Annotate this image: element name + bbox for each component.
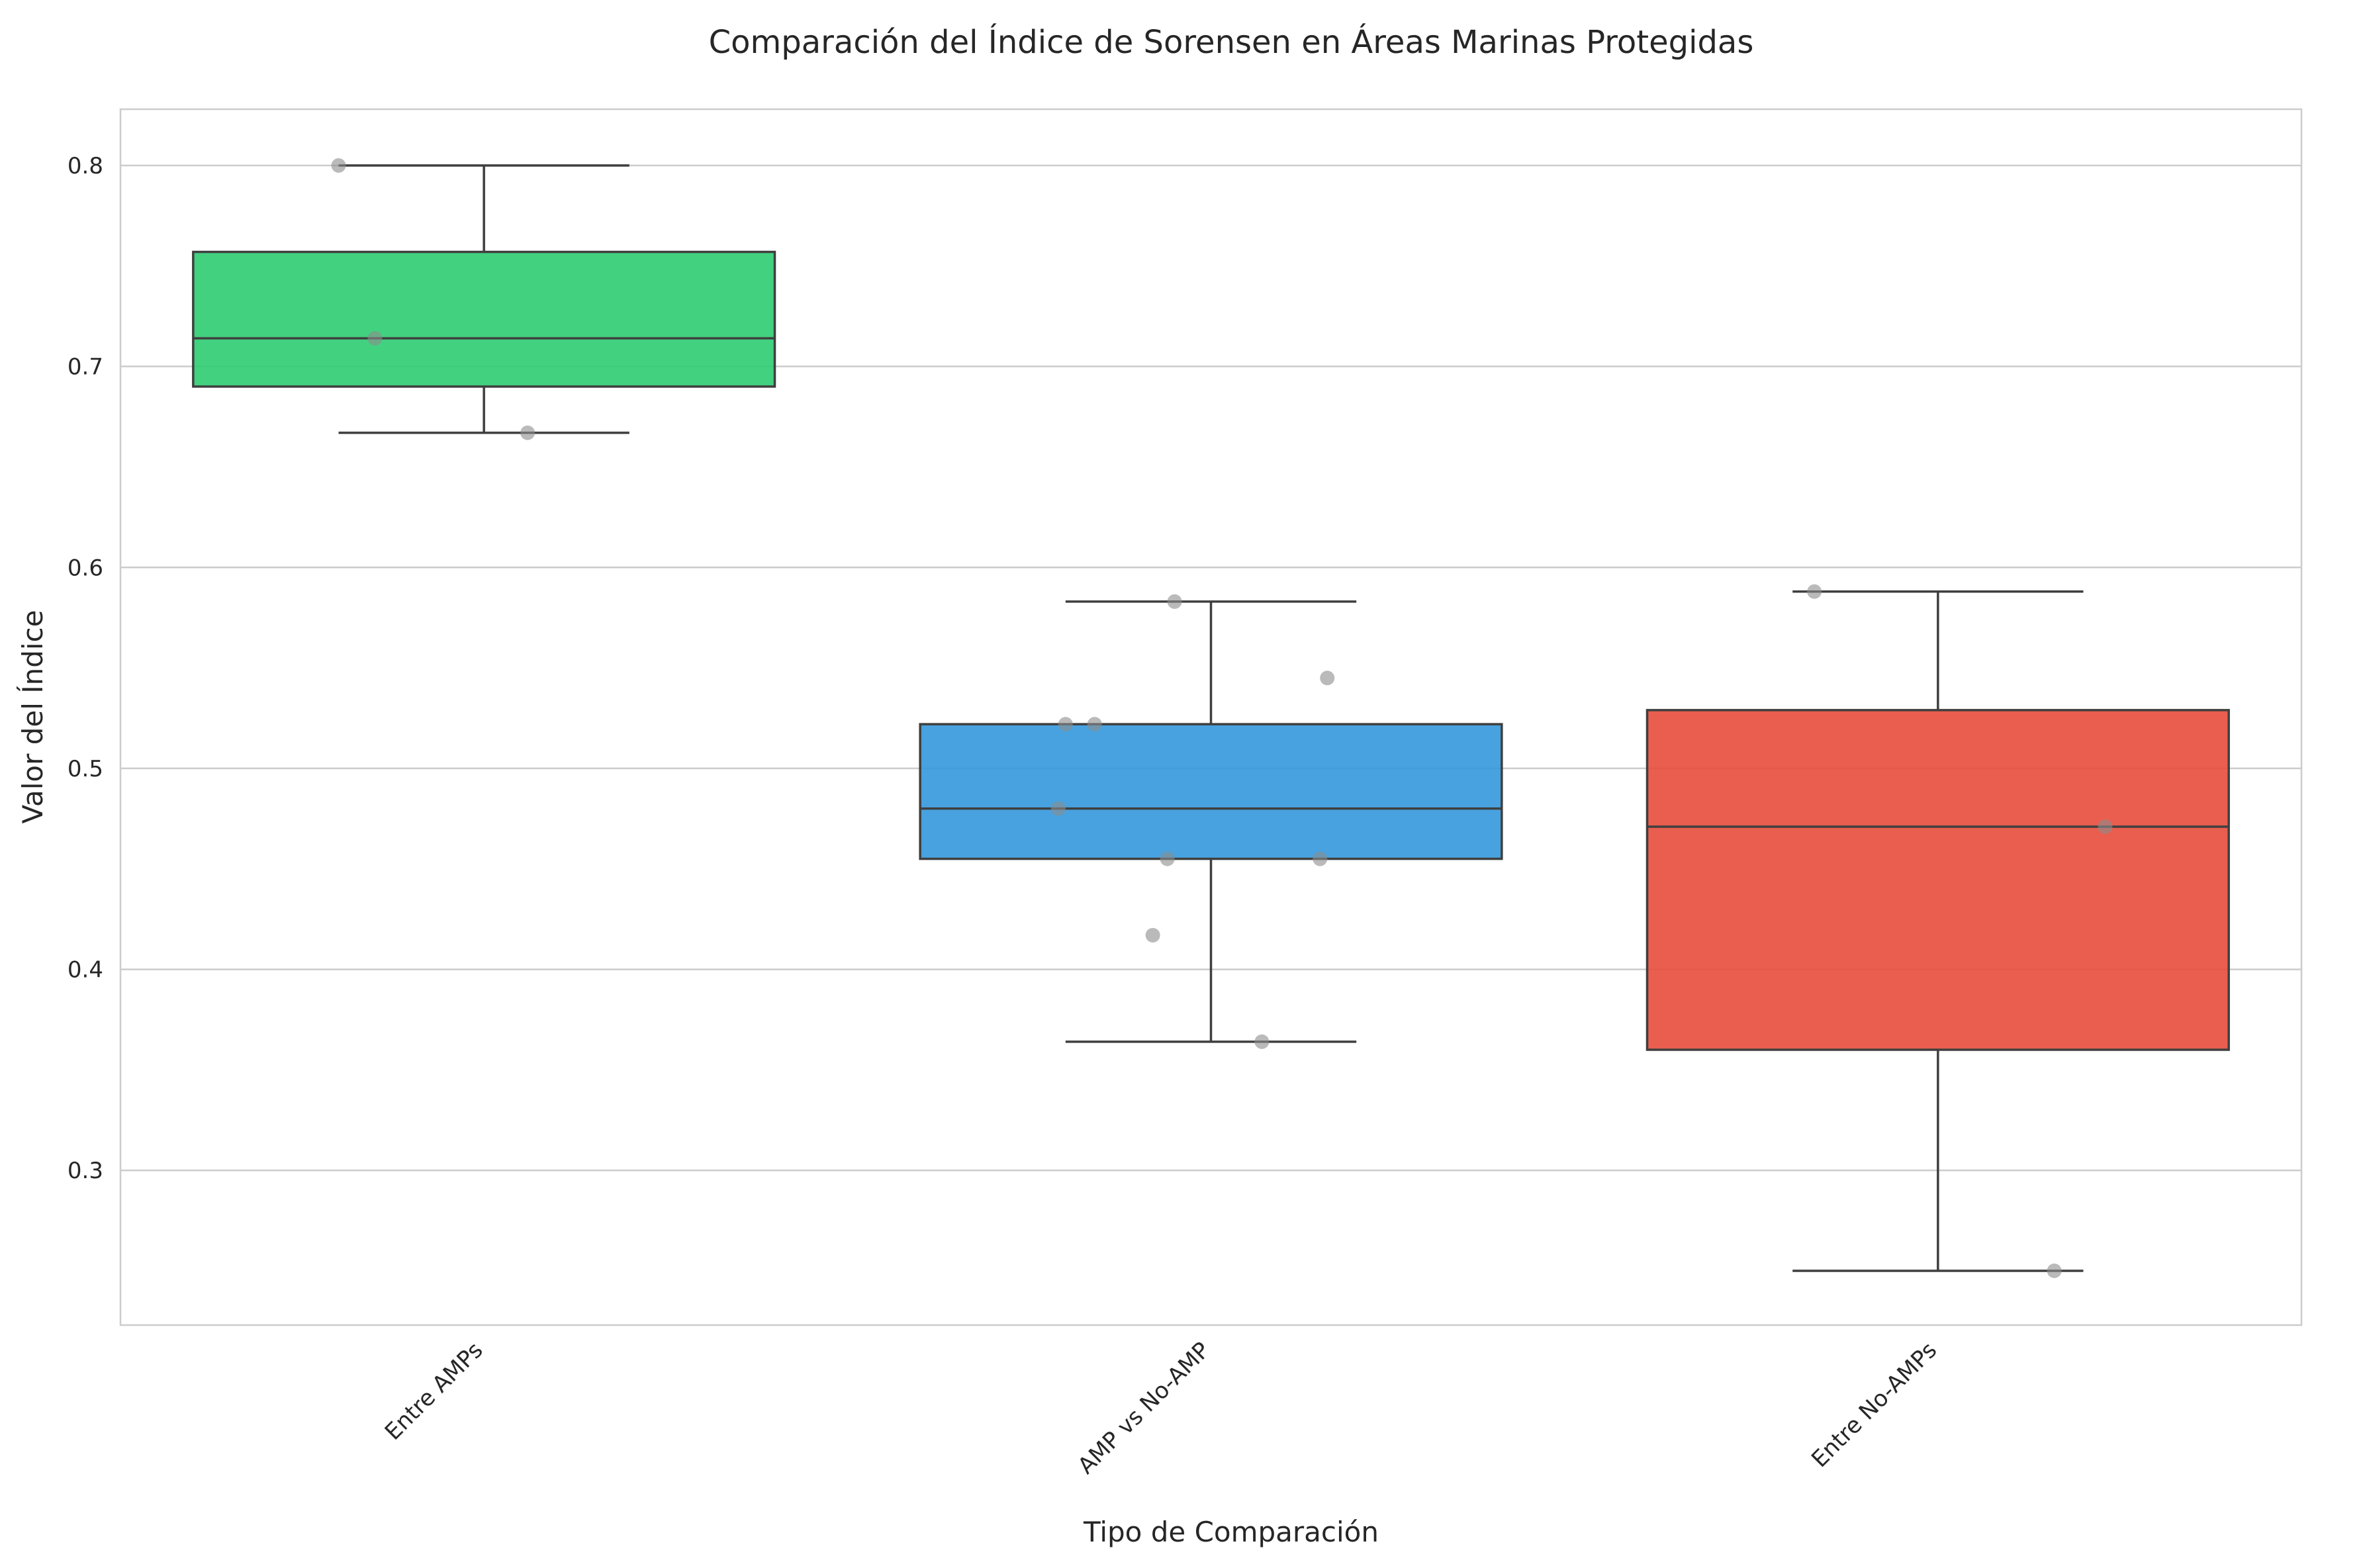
box-group — [192, 164, 776, 434]
data-point — [1320, 670, 1335, 686]
x-tick-label: Entre No-AMPs — [1806, 1337, 1942, 1473]
data-point — [1050, 801, 1066, 816]
data-point — [331, 158, 346, 173]
x-tick-label: Entre AMPs — [380, 1337, 488, 1446]
box-group — [919, 600, 1503, 1043]
data-point — [1167, 594, 1182, 609]
y-tick-label: 0.6 — [68, 555, 103, 581]
y-tick-label: 0.8 — [68, 153, 103, 179]
plot-frame — [119, 108, 2303, 1326]
data-points — [331, 158, 2113, 1279]
data-point — [1807, 584, 1822, 599]
data-point — [2098, 819, 2113, 834]
data-point — [2047, 1264, 2062, 1279]
data-point — [1313, 851, 1328, 866]
data-point — [1254, 1034, 1270, 1049]
y-tick-label: 0.3 — [68, 1158, 103, 1184]
box-body — [192, 250, 776, 388]
data-point — [520, 425, 535, 440]
boxplots — [192, 164, 2230, 1272]
chart-title: Comparación del Índice de Sorensen en Ár… — [709, 23, 1754, 61]
data-point — [1145, 927, 1160, 943]
data-point — [1160, 851, 1175, 866]
box-body — [919, 723, 1503, 860]
x-axis-label: Tipo de Comparación — [1083, 1516, 1379, 1548]
data-point — [1087, 717, 1102, 732]
y-tick-label: 0.7 — [68, 354, 103, 381]
y-tick-label: 0.4 — [68, 957, 103, 984]
x-tick-labels: Entre AMPs AMP vs No-AMP Entre No-AMPs — [380, 1337, 1942, 1479]
y-axis-label: Valor del Índice — [16, 610, 49, 824]
box-group — [1645, 590, 2230, 1272]
x-tick-label: AMP vs No-AMP — [1073, 1337, 1215, 1479]
box-body — [1645, 709, 2230, 1051]
y-tick-label: 0.5 — [68, 756, 103, 782]
data-point — [367, 331, 383, 346]
data-point — [1058, 717, 1073, 732]
y-tick-labels: 0.3 0.4 0.5 0.6 0.7 0.8 — [68, 153, 103, 1184]
